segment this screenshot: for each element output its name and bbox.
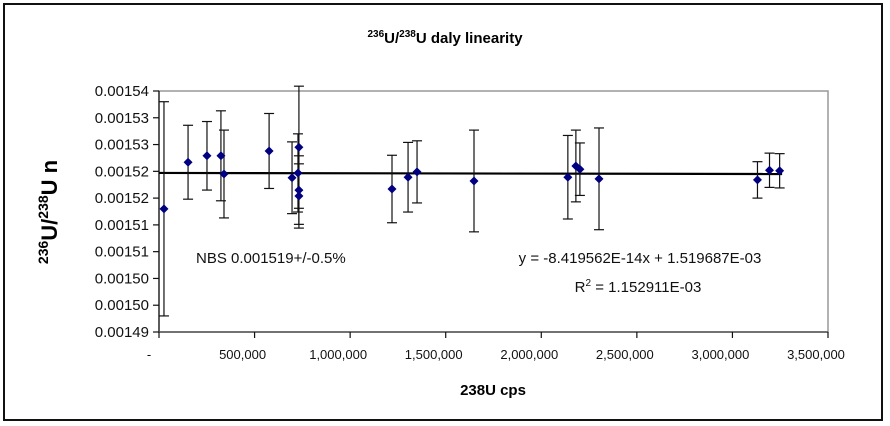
ylabel-superscript-1: 236 <box>35 241 51 265</box>
x-tick-label: 1,500,000 <box>405 347 463 362</box>
y-tick-label: 0.00150 <box>95 270 149 287</box>
data-point <box>752 175 762 185</box>
x-tick-label: 2,000,000 <box>500 347 558 362</box>
x-tick-label: 1,000,000 <box>309 347 367 362</box>
x-ticks: - 500,000 1,000,000 1,500,000 2,000,000 2,500… <box>147 332 845 362</box>
data-point <box>216 151 226 161</box>
nbs-annotation: NBS 0.001519+/-0.5% <box>196 250 346 267</box>
x-tick-label: 500,000 <box>219 347 266 362</box>
data-point <box>159 204 169 214</box>
data-point <box>202 151 212 161</box>
ylabel-superscript-2: 238 <box>35 195 51 219</box>
data-point <box>469 176 479 186</box>
data-point <box>183 157 193 167</box>
data-point <box>264 146 274 156</box>
data-point <box>403 172 413 182</box>
data-point <box>219 169 229 179</box>
r2-value: = 1.152911E-03 <box>591 279 701 296</box>
plot-area <box>158 90 829 333</box>
trendline-equation: y = -8.419562E-14x + 1.519687E-03 <box>519 250 762 267</box>
title-element-1: U/ <box>384 30 400 47</box>
y-axis-label: 236U/238U n <box>35 160 62 264</box>
plot-border <box>158 90 829 333</box>
trendline <box>158 171 783 176</box>
ylabel-rest: U n <box>37 160 62 195</box>
x-tick-label: - <box>147 347 151 362</box>
y-tick-label: 0.00153 <box>95 110 149 127</box>
data-point <box>294 142 304 152</box>
chart-title: 236U/238U daly linearity <box>367 29 523 47</box>
ylabel-element-1: U/ <box>37 219 62 241</box>
data-point <box>563 172 573 182</box>
y-tick-label: 0.00152 <box>95 163 149 180</box>
x-tick-label: 3,000,000 <box>692 347 750 362</box>
r2-prefix: R <box>575 279 586 296</box>
y-tick-label: 0.00149 <box>95 324 149 341</box>
title-rest: U daly linearity <box>416 30 523 47</box>
x-axis-label: 238U cps <box>460 382 526 399</box>
data-point <box>294 185 304 195</box>
data-point <box>387 184 397 194</box>
y-tick-label: 0.00151 <box>95 217 149 234</box>
trendline-group <box>158 171 783 176</box>
data-point <box>287 173 297 183</box>
y-tick-label: 0.00150 <box>95 297 149 314</box>
data-markers <box>159 142 785 214</box>
data-point <box>775 166 785 176</box>
y-tick-label: 0.00151 <box>95 244 149 261</box>
y-tick-label: 0.00153 <box>95 137 149 154</box>
r-squared-label: R2 = 1.152911E-03 <box>575 278 702 296</box>
y-tick-label: 0.00154 <box>95 83 149 100</box>
data-point <box>293 168 303 178</box>
title-superscript-1: 236 <box>367 29 384 40</box>
title-superscript-2: 238 <box>399 29 416 40</box>
x-tick-label: 3,500,000 <box>787 347 845 362</box>
data-point <box>575 164 585 174</box>
r2-superscript: 2 <box>586 278 592 289</box>
data-point <box>412 167 422 177</box>
data-point <box>765 165 775 175</box>
data-point <box>594 174 604 184</box>
data-point <box>294 191 304 201</box>
y-ticks: 0.00154 0.00153 0.00153 0.00152 0.00152 0.001… <box>95 83 159 341</box>
x-tick-label: 2,500,000 <box>596 347 654 362</box>
y-tick-label: 0.00152 <box>95 190 149 207</box>
